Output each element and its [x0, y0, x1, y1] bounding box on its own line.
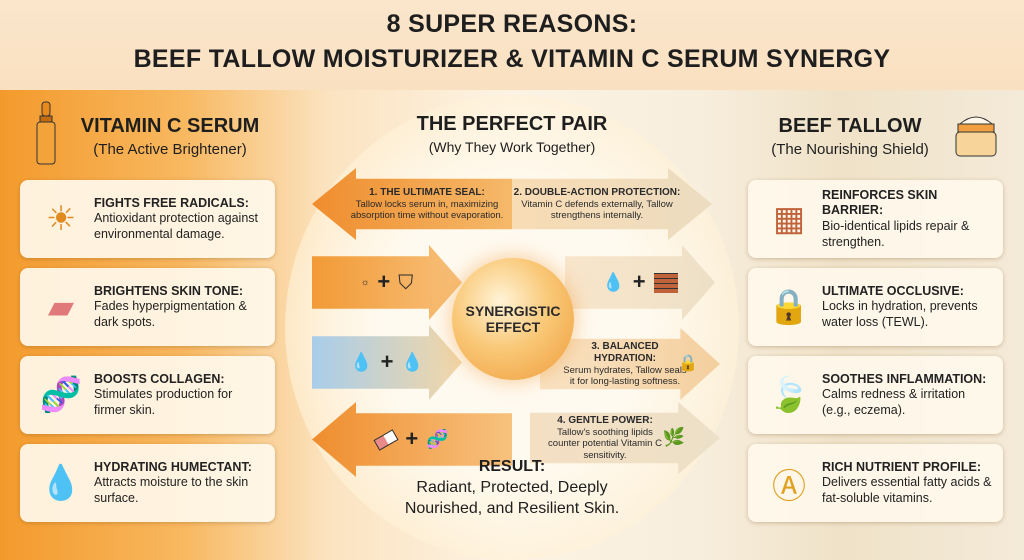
card-title: BOOSTS COLLAGEN: — [94, 371, 225, 386]
center-heading: THE PERFECT PAIR — [416, 113, 608, 135]
reason-1-arrow: 1. THE ULTIMATE SEAL: Tallow locks serum … — [312, 168, 512, 240]
left-header: VITAMIN C SERUM (The Active Brightener) — [60, 115, 280, 158]
card-title: BRIGHTENS SKIN TONE: — [94, 283, 244, 298]
dna-icon: 🧬 — [39, 376, 83, 414]
right-header: BEEF TALLOW (The Nourishing Shield) — [745, 115, 955, 158]
card-text: Fades hyperpigmentation & dark spots. — [94, 299, 247, 329]
left-card: 💧 HYDRATING HUMECTANT: Attracts moisture … — [20, 444, 275, 522]
card-text: Delivers essential fatty acids & fat-sol… — [822, 475, 992, 505]
reason-3-text: Serum hydrates, Tallow seals it for long… — [563, 364, 687, 387]
reason-2-text: Vitamin C defends externally, Tallow str… — [521, 198, 673, 221]
left-subheading: (The Active Brightener) — [93, 141, 247, 158]
center-subheading: (Why They Work Together) — [428, 139, 596, 155]
right-heading: BEEF TALLOW — [778, 115, 922, 137]
vitamins-icon: Ⓐ — [772, 467, 806, 506]
card-text: Bio-identical lipids repair & strengthen… — [822, 219, 970, 249]
center-header: THE PERFECT PAIR (Why They Work Together… — [362, 113, 662, 155]
left-card: ▰ BRIGHTENS SKIN TONE: Fades hyperpigment… — [20, 268, 275, 346]
result-text: Radiant, Protected, Deeply Nourished, an… — [404, 479, 620, 517]
reason-4-text: Tallow's soothing lipids counter potenti… — [548, 426, 662, 461]
title-line2: BEEF TALLOW MOISTURIZER & VITAMIN C SERU… — [133, 45, 891, 73]
reason-1-title: 1. THE ULTIMATE SEAL: — [369, 186, 485, 198]
right-card: 🔒 ULTIMATE OCCLUSIVE: Locks in hydration,… — [748, 268, 1003, 346]
card-text: Locks in hydration, prevents water loss … — [822, 299, 978, 329]
dna-icon: 🧬 — [426, 428, 449, 449]
reason-3-title: 3. BALANCED HYDRATION: — [591, 340, 659, 364]
reason-4-title: 4. GENTLE POWER: — [557, 414, 653, 426]
title-band — [0, 0, 1024, 90]
eraser-icon — [373, 428, 399, 451]
card-text: Attracts moisture to the skin surface. — [94, 475, 249, 505]
plus-sign: + — [405, 426, 419, 452]
left-card: 🧬 BOOSTS COLLAGEN: Stimulates production … — [20, 356, 275, 434]
brighten-collagen-arrow: + 🧬 — [312, 402, 512, 477]
synergistic-effect-circle: SYNERGISTIC EFFECT — [452, 258, 574, 380]
lock-icon: 🔒 — [678, 355, 698, 373]
lock-drop-icon: 🔒 — [767, 288, 811, 326]
left-card: ☀ FIGHTS FREE RADICALS: Antioxidant prote… — [20, 180, 275, 258]
leaves-icon: 🌿 — [662, 427, 685, 448]
reason-2-title: 2. DOUBLE-ACTION PROTECTION: — [513, 186, 681, 198]
oil-drops-icon: 💧 — [602, 271, 625, 292]
card-title: FIGHTS FREE RADICALS: — [94, 195, 249, 210]
sun-shield-icon: ☀ — [45, 200, 77, 238]
brick-wall-icon — [653, 272, 678, 293]
leaves-icon: 🍃 — [767, 376, 811, 414]
right-card: 🍃 SOOTHES INFLAMMATION: Calms redness & i… — [748, 356, 1003, 434]
title-line1: 8 SUPER REASONS: — [386, 10, 638, 38]
water-drop-icon: 💧 — [39, 464, 83, 502]
shield-icon: ⛉ — [398, 271, 414, 294]
card-title: HYDRATING HUMECTANT: — [94, 459, 252, 474]
card-text: Stimulates production for firmer skin. — [94, 387, 233, 417]
result-block: RESULT: Radiant, Protected, Deeply Nouri… — [312, 458, 712, 520]
brick-wall-shield-icon: ▦ — [772, 200, 806, 238]
cream-jar-icon — [952, 110, 1000, 165]
vitc-protection-arrow: ☼ + ⛉ — [312, 245, 462, 320]
card-title: REINFORCES SKIN BARRIER: — [822, 187, 938, 218]
left-heading: VITAMIN C SERUM — [80, 115, 260, 137]
card-title: RICH NUTRIENT PROFILE: — [822, 459, 982, 474]
eraser-icon: ▰ — [47, 288, 75, 326]
oil-drop-icon: 💧 — [401, 351, 424, 372]
synergistic-effect-label: SYNERGISTIC EFFECT — [465, 303, 561, 335]
card-title: SOOTHES INFLAMMATION: — [822, 371, 987, 386]
reason-4-arrow: 4. GENTLE POWER: Tallow's soothing lipids… — [530, 402, 720, 474]
result-label: RESULT: — [478, 458, 546, 475]
card-text: Antioxidant protection against environme… — [94, 211, 258, 241]
card-text: Calms redness & irritation (e.g., eczema… — [822, 387, 966, 417]
sun-shield-icon: ☼ — [360, 276, 370, 288]
right-subheading: (The Nourishing Shield) — [771, 141, 929, 158]
reason-2-arrow: 2. DOUBLE-ACTION PROTECTION: Vitamin C de… — [512, 168, 712, 240]
dropper-bottle-icon — [34, 100, 58, 171]
plus-sign: + — [377, 269, 391, 295]
tallow-barrier-arrow: 💧 + — [565, 245, 715, 320]
right-card: ▦ REINFORCES SKIN BARRIER: Bio-identical … — [748, 180, 1003, 258]
plus-sign: + — [632, 269, 646, 295]
reason-1-text: Tallow locks serum in, maximizing absorp… — [350, 198, 504, 221]
water-drop-icon: 💧 — [350, 351, 373, 372]
right-card: Ⓐ RICH NUTRIENT PROFILE: Delivers essenti… — [748, 444, 1003, 522]
plus-sign: + — [380, 349, 394, 375]
hydration-arrow: 💧 + 💧 — [312, 325, 462, 400]
card-title: ULTIMATE OCCLUSIVE: — [822, 283, 964, 298]
